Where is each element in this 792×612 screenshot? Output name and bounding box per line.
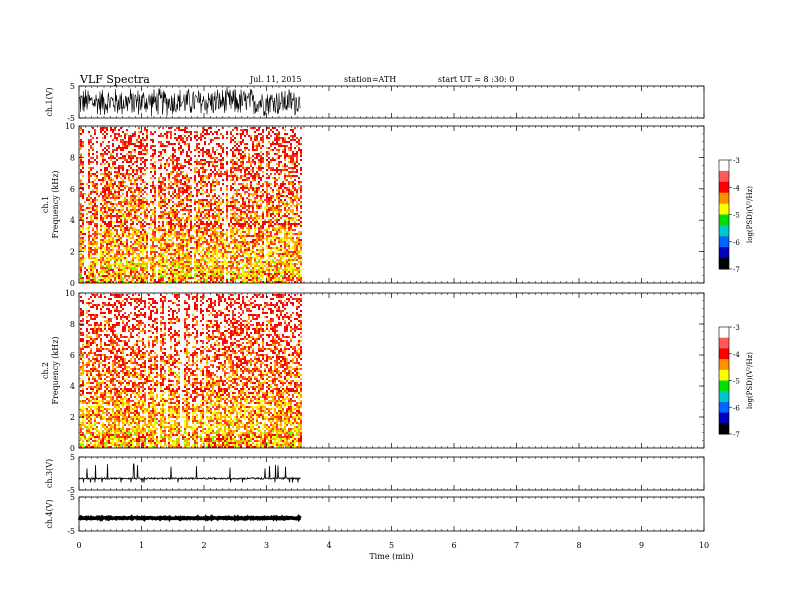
y-axis-label: ch.1(V) [45, 87, 54, 116]
colorbar-segment [719, 327, 729, 339]
y-tick-label: 5 [70, 493, 75, 502]
y-tick-label: 4 [70, 382, 75, 391]
colorbar-segment [719, 247, 729, 259]
colorbar-segment [719, 359, 729, 371]
date-label: Jul. 11, 2015 [250, 75, 302, 84]
x-tick-label: 5 [389, 541, 394, 550]
x-tick-label: 8 [576, 541, 581, 550]
colorbar-label: log(PSD)(V²/Hz) [746, 352, 754, 409]
y-tick-label: -5 [67, 114, 75, 123]
x-tick-label: 9 [639, 541, 644, 550]
y-axis-label: ch.4(V) [45, 499, 54, 528]
waveform-line [77, 514, 302, 523]
y-tick-label: 5 [70, 453, 75, 462]
y-tick-label: 8 [70, 320, 75, 329]
colorbar-tick-label: -6 [733, 404, 740, 412]
x-tick-label: 4 [326, 541, 331, 550]
y-axis-label: Frequency (kHz) [51, 336, 60, 404]
y-tick-label: 2 [70, 413, 75, 422]
colorbar-segment [719, 401, 729, 414]
colorbar-tick-label: -3 [733, 324, 740, 332]
x-tick-label: 7 [514, 541, 519, 550]
x-axis-label: Time (min) [369, 552, 413, 561]
colorbar-segment [719, 214, 729, 226]
y-tick-label: 0 [70, 279, 75, 288]
colorbar-segment [719, 192, 729, 205]
colorbar-tick-label: -6 [733, 239, 740, 247]
colorbar-segment [719, 348, 729, 360]
x-tick-label: 3 [264, 541, 269, 550]
panel-frame [78, 496, 705, 532]
x-tick-label: 6 [451, 541, 456, 550]
colorbar-label: log(PSD)(V²/Hz) [746, 186, 754, 243]
y-tick-label: -5 [67, 486, 75, 495]
colorbar-tick-label: -5 [733, 212, 740, 220]
y-tick-label: 2 [70, 248, 75, 257]
channel-label: ch.1 [41, 196, 50, 213]
y-tick-label: 8 [70, 153, 75, 162]
colorbar-tick-label: -5 [733, 378, 740, 386]
colorbar-segment [719, 258, 729, 270]
waveform-line [78, 463, 301, 483]
colorbar-segment [719, 337, 729, 349]
channel-label: ch.2 [41, 362, 50, 379]
y-tick-label: 6 [70, 351, 75, 360]
y-tick-label: 4 [70, 216, 75, 225]
colorbar-segment [719, 181, 729, 194]
colorbar-tick-label: -4 [733, 351, 740, 359]
y-tick-label: 10 [65, 122, 75, 131]
y-axis-label: Frequency (kHz) [51, 170, 60, 238]
y-tick-label: -5 [67, 527, 75, 536]
spectrogram-image [80, 127, 302, 283]
start-time-label: start UT = 8 :30: 0 [438, 75, 515, 84]
chart-title: VLF Spectra [80, 73, 150, 86]
colorbar-tick-label: -3 [733, 157, 740, 165]
y-axis-label: ch.3(V) [45, 459, 54, 488]
x-tick-label: 1 [139, 541, 144, 550]
x-tick-label: 2 [201, 541, 206, 550]
colorbar-tick-label: -4 [733, 184, 740, 192]
x-tick-label: 0 [76, 541, 81, 550]
colorbar-segment [719, 369, 729, 381]
colorbar-segment [719, 160, 729, 172]
y-tick-label: 0 [70, 444, 75, 453]
station-label: station=ATH [344, 75, 397, 84]
x-tick-label: 10 [699, 541, 709, 550]
colorbar-segment [719, 236, 729, 248]
colorbar-segment [719, 203, 729, 215]
waveform-line [78, 86, 301, 117]
colorbar-segment [719, 170, 729, 183]
y-tick-label: 6 [70, 185, 75, 194]
colorbar-segment [719, 412, 729, 424]
y-tick-label: 5 [70, 82, 75, 91]
spectrogram-image [80, 294, 302, 448]
colorbar-segment [719, 423, 729, 435]
colorbar-tick-label: -7 [733, 431, 740, 439]
colorbar-segment [719, 225, 729, 237]
colorbar-segment [719, 380, 729, 392]
colorbar-tick-label: -7 [733, 266, 740, 274]
colorbar-segment [719, 391, 729, 403]
y-tick-label: 10 [65, 289, 75, 298]
